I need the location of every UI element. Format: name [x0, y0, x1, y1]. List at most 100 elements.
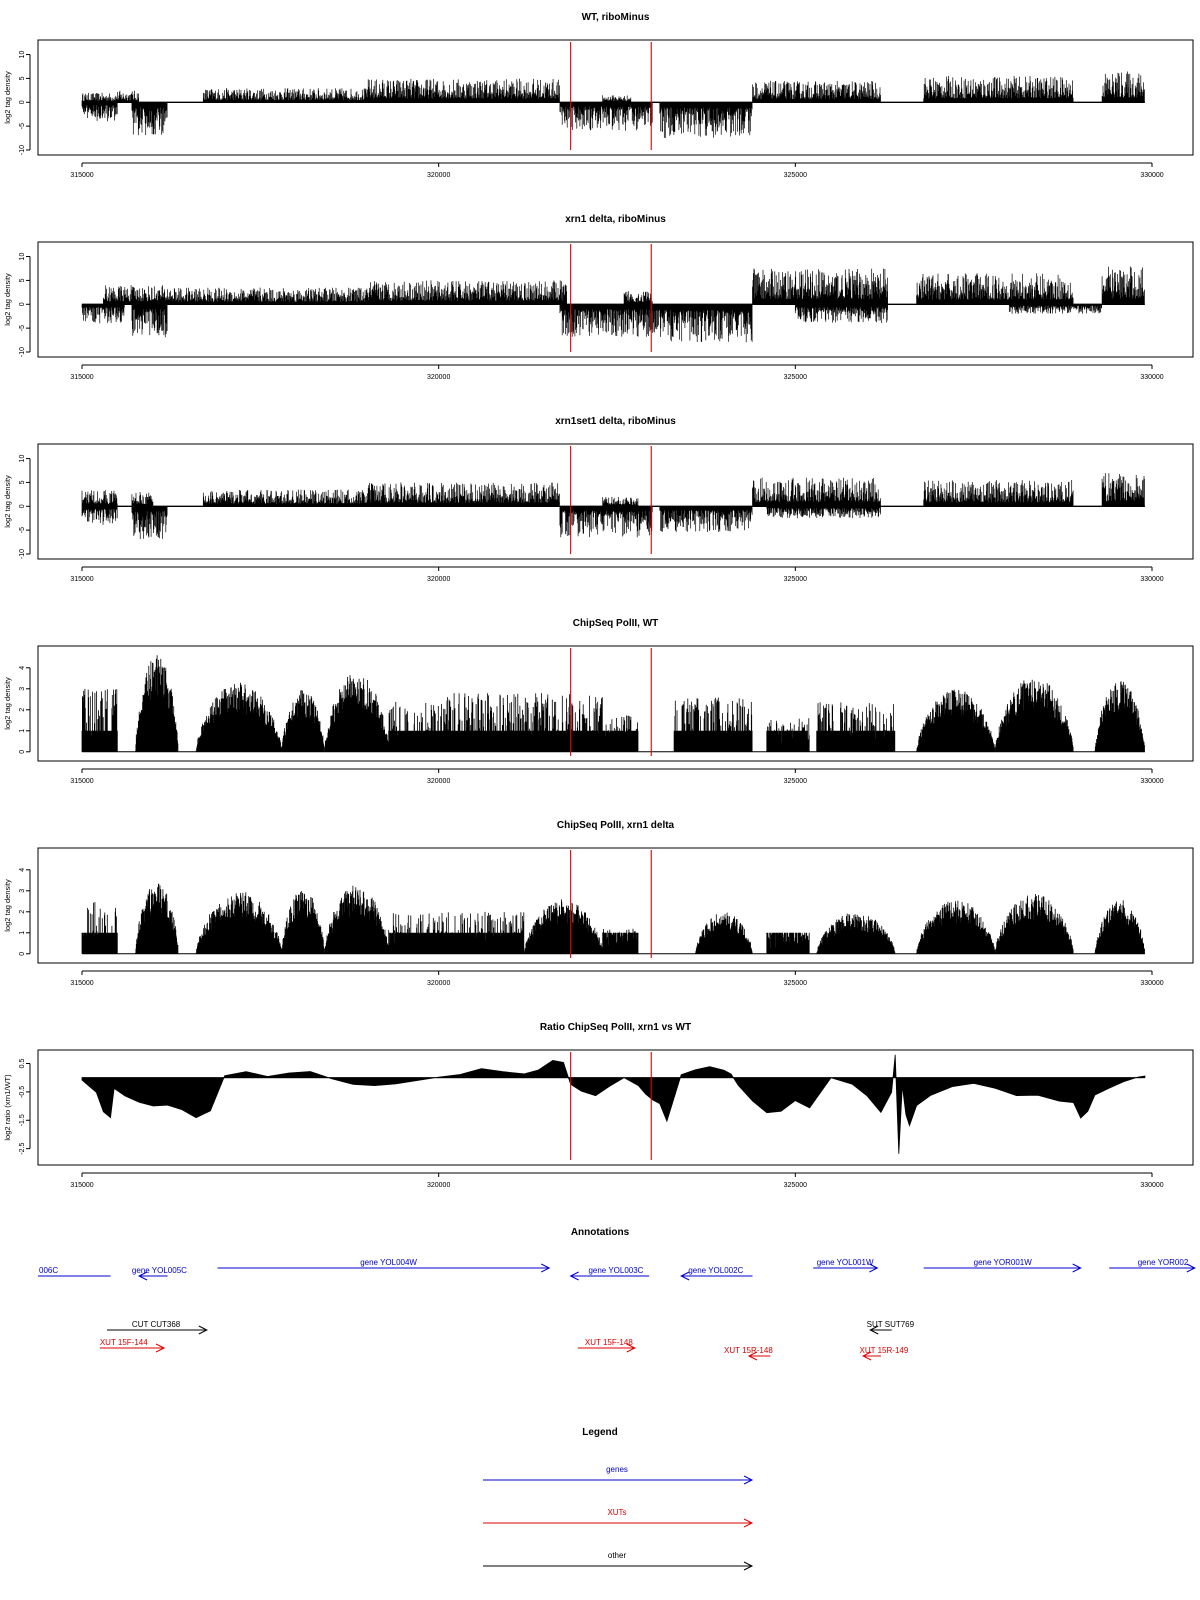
- ratio-area: [81, 1054, 1146, 1154]
- legend-item: other: [483, 1551, 754, 1571]
- annotation-label: gene YOL003C: [588, 1266, 643, 1275]
- x-tick-label: 320000: [427, 1182, 450, 1189]
- y-tick-label: 5: [19, 76, 26, 80]
- x-tick-label: 315000: [70, 576, 93, 583]
- annotation-label: 006C: [39, 1266, 58, 1275]
- y-tick-label: 0: [19, 504, 26, 508]
- annotation-feature: gene YOL004W: [217, 1258, 551, 1273]
- x-tick-label: 325000: [784, 778, 807, 785]
- y-tick-label: 0: [19, 100, 26, 104]
- annotation-label: gene YOL004W: [360, 1258, 417, 1267]
- x-tick-label: 325000: [784, 576, 807, 583]
- y-tick-label: 0: [19, 302, 26, 306]
- panel-title: ChipSeq PolII, WT: [573, 618, 659, 629]
- legend-item: XUTs: [483, 1508, 754, 1528]
- plot-frame: [37, 241, 1194, 358]
- y-tick-label: -10: [19, 145, 26, 155]
- y-tick-label: 10: [19, 253, 26, 261]
- x-tick-label: 315000: [70, 172, 93, 179]
- y-tick-label: -5: [19, 123, 26, 129]
- panel-title: ChipSeq PolII, xrn1 delta: [557, 820, 675, 831]
- arrow-head-icon: [1186, 1263, 1196, 1273]
- annotations-section: Annotations 006C gene YOL005C gene YOL004W…: [38, 1227, 1196, 1361]
- annotation-label: SUT SUT769: [867, 1320, 915, 1329]
- y-tick-label: 3: [19, 889, 26, 893]
- x-tick-label: 315000: [70, 1182, 93, 1189]
- annotation-feature: gene YOL005C: [132, 1266, 187, 1281]
- arrow-head-icon: [743, 1561, 754, 1571]
- x-tick-label: 315000: [70, 778, 93, 785]
- y-axis-label: log2 ratio (xrn1/WT): [3, 1074, 12, 1141]
- arrow-head-icon: [137, 1271, 148, 1281]
- legend-section: Legend genes XUTs other: [483, 1427, 754, 1571]
- x-tick-label: 330000: [1140, 778, 1163, 785]
- y-axis-label: log2 tag density: [3, 475, 12, 528]
- y-tick-label: -2.5: [19, 1143, 26, 1155]
- x-tick-label: 325000: [784, 980, 807, 987]
- plot-frame: [37, 847, 1194, 964]
- annotation-feature: XUT 15R-149: [860, 1346, 909, 1361]
- annotation-feature: SUT SUT769: [867, 1320, 915, 1335]
- arrow-head-icon: [743, 1518, 754, 1528]
- x-tick-label: 320000: [427, 778, 450, 785]
- y-tick-label: -10: [19, 549, 26, 559]
- x-tick-label: 325000: [784, 172, 807, 179]
- annotation-label: XUT 15F-144: [100, 1338, 148, 1347]
- annotation-label: XUT 15R-148: [724, 1346, 773, 1355]
- annotation-feature: XUT 15F-148: [577, 1338, 636, 1353]
- y-tick-label: 2: [19, 708, 26, 712]
- y-axis-label: log2 tag density: [3, 879, 12, 932]
- x-tick-label: 320000: [427, 172, 450, 179]
- polii-signal-bars: [81, 655, 1145, 752]
- annotation-features: 006C gene YOL005C gene YOL004W gene YOL003C…: [38, 1258, 1196, 1361]
- annotation-feature: XUT 15R-148: [724, 1346, 773, 1361]
- x-tick-label: 330000: [1140, 172, 1163, 179]
- panel-title: xrn1 delta, riboMinus: [565, 214, 666, 225]
- arrow-head-icon: [743, 1475, 754, 1485]
- x-tick-label: 325000: [784, 374, 807, 381]
- arrow-head-icon: [155, 1343, 166, 1353]
- annotation-label: gene YOL001W: [817, 1258, 874, 1267]
- arrow-head-icon: [569, 1271, 579, 1281]
- x-tick-label: 320000: [427, 374, 450, 381]
- y-tick-label: 10: [19, 51, 26, 59]
- legend-label: genes: [606, 1465, 628, 1474]
- annotation-label: gene YOR002: [1138, 1258, 1189, 1267]
- x-tick-label: 315000: [70, 980, 93, 987]
- strand-signal-bars: [81, 71, 1145, 138]
- panel-title: Ratio ChipSeq PolII, xrn1 vs WT: [540, 1022, 691, 1033]
- signal-track: [81, 266, 1145, 343]
- y-tick-label: -1.5: [19, 1114, 26, 1126]
- panel-4: ChipSeq PolII, WT 4 3 2 1 0 log2 tag density 31…: [3, 618, 1194, 785]
- arrow-head-icon: [1072, 1263, 1082, 1273]
- panel-2: xrn1 delta, riboMinus 10 5 0 -5 -10 log2 tag d…: [3, 214, 1194, 381]
- annotation-feature: CUT CUT368: [106, 1320, 208, 1335]
- arrow-head-icon: [680, 1271, 690, 1281]
- x-tick-label: 330000: [1140, 980, 1163, 987]
- panel-6: Ratio ChipSeq PolII, xrn1 vs WT 0.5 -0.5 -1…: [3, 1022, 1194, 1189]
- arrow-head-icon: [869, 1263, 879, 1273]
- x-tick-label: 330000: [1140, 374, 1163, 381]
- legend-items: genes XUTs other: [483, 1465, 754, 1571]
- signal-track: [81, 473, 1145, 540]
- x-tick-label: 330000: [1140, 1182, 1163, 1189]
- arrow-head-icon: [198, 1325, 208, 1335]
- annotation-feature: gene YOL001W: [813, 1258, 879, 1273]
- y-tick-label: 0: [19, 750, 26, 754]
- panel-1: WT, riboMinus 10 5 0 -5 -10 log2 tag density 31…: [3, 12, 1194, 179]
- annotation-feature: gene YOL003C: [569, 1266, 650, 1281]
- annotation-label: CUT CUT368: [132, 1320, 181, 1329]
- x-tick-label: 320000: [427, 576, 450, 583]
- panel-title: WT, riboMinus: [582, 12, 650, 23]
- signal-track: [81, 1054, 1146, 1154]
- annotation-feature: gene YOR002: [1109, 1258, 1196, 1273]
- x-tick-label: 325000: [784, 1182, 807, 1189]
- polii-signal-bars: [81, 883, 1145, 954]
- signal-track: [81, 71, 1145, 138]
- arrow-head-icon: [869, 1325, 879, 1335]
- y-tick-label: 0.5: [19, 1059, 26, 1069]
- annotations-title: Annotations: [571, 1227, 630, 1238]
- plot-frame: [37, 443, 1194, 560]
- legend-label: XUTs: [607, 1508, 626, 1517]
